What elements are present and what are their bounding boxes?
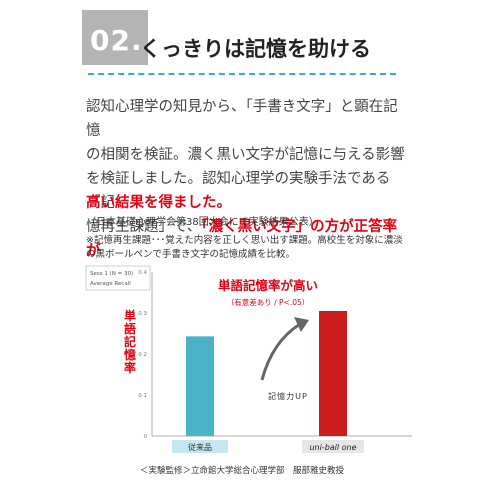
body-line: を検証しました。認知心理学の実験手法である「記 xyxy=(86,171,391,211)
y-tick-label: 0.4 xyxy=(138,270,147,276)
category-label: 従来品 xyxy=(188,442,212,452)
definition-note: ※記憶再生課題･･･覚えた内容を正しく思い出す課題。高校生を対象に濃淡の黒ボール… xyxy=(86,235,403,260)
bar-chart: Sess 1 (N = 30) Average Recall 0 0.1 0.2 0.3 0… xyxy=(85,265,412,453)
bar xyxy=(319,310,347,436)
y-tick-label: 0 xyxy=(144,434,148,440)
legend-text: Sess 1 (N = 30) xyxy=(90,271,133,277)
annotation-subtitle: （有意差あり / P<.05） xyxy=(227,297,310,307)
body-line: 憶再生課題」で、「濃く黒い文字」の方が正答率が xyxy=(86,215,406,263)
body-line: 認知心理学の知見から、「手書き文字」と顕在記憶 xyxy=(86,99,398,139)
arrow-label: 記憶力UP xyxy=(268,391,308,401)
source-note: （日本基礎心理学会第38回大会にて実験結果公表） xyxy=(86,217,319,228)
category-label-bg xyxy=(302,440,364,453)
legend-text: Average Recall xyxy=(90,281,131,287)
category-label-bg xyxy=(172,440,228,453)
highlight-text-2: 高い結果を得ました。 xyxy=(86,195,231,211)
dashed-divider xyxy=(88,73,396,75)
highlight-text: 「濃く黒い文字」の方が正答率が xyxy=(86,219,398,259)
body-line-text: 憶再生課題」で、 xyxy=(86,219,202,235)
section-number-box xyxy=(82,10,148,65)
arrow-head-icon xyxy=(294,317,309,332)
page-title: くっきりは記憶を助ける xyxy=(140,37,371,61)
y-tick-label: 0.2 xyxy=(138,352,147,358)
category-label: uni-ball one xyxy=(309,443,356,452)
bar xyxy=(186,336,214,436)
credit-footer: ＜実験監修＞立命館大学総合心理学部 服部雅史教授 xyxy=(140,466,345,476)
y-tick-label: 0.3 xyxy=(138,311,147,317)
body-line: の相関を検証。濃く黒い文字が記憶に与える影響 xyxy=(86,147,405,163)
legend-box xyxy=(85,265,151,291)
up-arrow-icon xyxy=(260,322,301,381)
y-axis-label: 単語記憶率 xyxy=(124,308,136,375)
body-paragraph: 認知心理学の知見から、「手書き文字」と顕在記憶 の相関を検証。濃く黒い文字が記憶… xyxy=(86,95,406,263)
section-number: 02. xyxy=(90,24,143,57)
y-tick-label: 0.1 xyxy=(138,393,147,399)
annotation-title: 単語記憶率が高い xyxy=(218,278,318,293)
